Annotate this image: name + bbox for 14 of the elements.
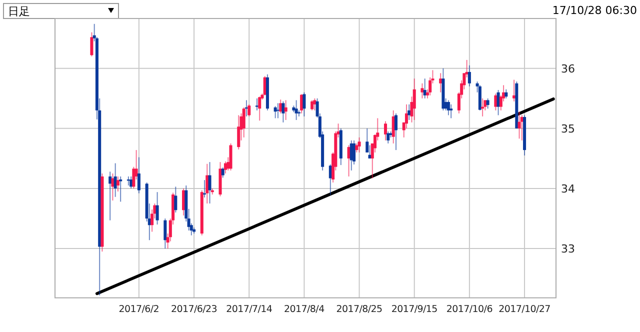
x-tick-label: 2017/9/15 [391,304,438,315]
y-tick-label: 33 [561,242,575,256]
y-tick-label: 34 [561,182,575,196]
x-tick-label: 2017/6/2 [118,304,160,315]
x-tick-label: 2017/6/23 [171,304,218,315]
x-tick-label: 2017/7/14 [226,304,272,315]
x-tick-label: 2017/10/6 [446,304,493,315]
y-tick-label: 35 [561,122,575,136]
text: 日足 [8,5,30,18]
text: 17/10/28 06:30 [552,4,637,17]
x-tick-label: 2017/8/25 [336,304,383,315]
y-tick-label: 36 [561,62,575,76]
x-tick-label: 2017/10/27 [498,304,551,315]
x-tick-label: 2017/8/4 [284,304,325,315]
